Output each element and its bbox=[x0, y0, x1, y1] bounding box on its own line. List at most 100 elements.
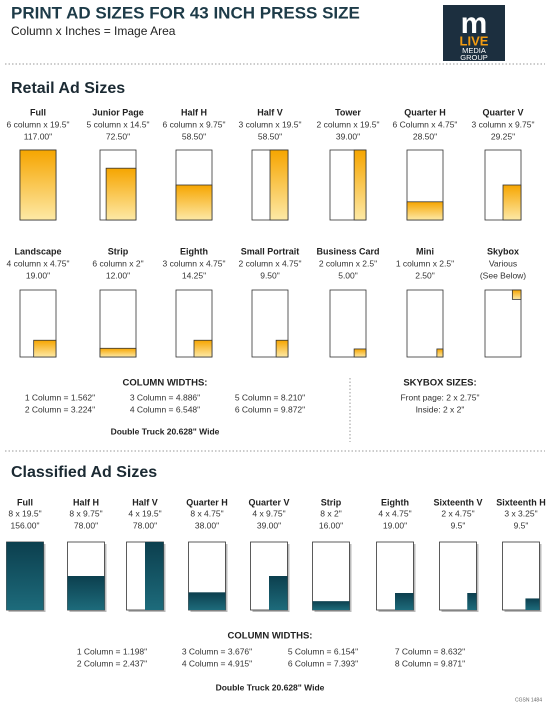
ad-spec: 4 x 9.75" bbox=[252, 508, 285, 518]
section-heading: Classified Ad Sizes bbox=[11, 464, 157, 481]
ad-area: 58.50" bbox=[258, 131, 282, 141]
ad-fill bbox=[269, 576, 288, 610]
ad-spec: 1 column x 2.5" bbox=[396, 258, 454, 268]
ad-name: Full bbox=[17, 497, 33, 507]
ad-fill bbox=[502, 184, 522, 221]
ad-fill bbox=[175, 184, 213, 221]
ad-spec: 4 column x 4.75" bbox=[6, 258, 69, 268]
ad-spec: 3 x 3.25" bbox=[504, 508, 537, 518]
ad-spec: 4 x 4.75" bbox=[378, 508, 411, 518]
ad-area: 78.00" bbox=[74, 520, 98, 530]
ad-spec: 2 column x 2.5" bbox=[319, 258, 377, 268]
ad-name: Quarter H bbox=[186, 497, 228, 507]
ad-spec: 6 column x 2" bbox=[92, 258, 143, 268]
ad-name: Sixteenth V bbox=[433, 497, 482, 507]
ad-area: 117.00" bbox=[24, 131, 52, 141]
ad-name: Small Portrait bbox=[241, 246, 300, 256]
column-width: 5 Column = 6.154" bbox=[288, 646, 358, 656]
ad-spec: 6 column x 19.5" bbox=[6, 119, 69, 129]
ad-area: 156.00" bbox=[10, 520, 39, 530]
logo-live: LIVE bbox=[460, 33, 489, 48]
ad-spec: 8 x 2" bbox=[320, 508, 341, 518]
ad-area: 72.50" bbox=[106, 131, 130, 141]
ad-spec: 8 x 19.5" bbox=[8, 508, 41, 518]
ad-name: Strip bbox=[321, 497, 342, 507]
ad-name: Tower bbox=[335, 107, 361, 117]
double-truck: Double Truck 20.628" Wide bbox=[216, 682, 325, 692]
ad-fill bbox=[193, 339, 213, 358]
ad-name: Skybox bbox=[487, 246, 519, 256]
ad-spec: 3 column x 19.5" bbox=[238, 119, 301, 129]
ad-area: 14.25" bbox=[182, 270, 206, 280]
ad-spec: 6 Column x 4.75" bbox=[393, 119, 458, 129]
column-width: 8 Column = 9.871" bbox=[395, 658, 465, 668]
footer-code: CGSN 1484 bbox=[515, 697, 542, 703]
ad-fill bbox=[105, 167, 137, 221]
ad-fill bbox=[67, 576, 105, 610]
ad-spec: 8 x 9.75" bbox=[69, 508, 102, 518]
ad-area: (See Below) bbox=[480, 270, 526, 280]
ad-name: Strip bbox=[108, 246, 129, 256]
column-width: 6 Column = 9.872" bbox=[235, 404, 305, 414]
ad-name: Business Card bbox=[316, 246, 379, 256]
ad-fill bbox=[188, 592, 226, 610]
ad-spec: 3 column x 4.75" bbox=[162, 258, 225, 268]
ad-area: 39.00" bbox=[257, 520, 281, 530]
ad-name: Half H bbox=[181, 107, 207, 117]
ad-spec: 2 x 4.75" bbox=[441, 508, 474, 518]
column-width: 2 Column = 3.224" bbox=[25, 404, 95, 414]
ad-area: 2.50" bbox=[415, 270, 435, 280]
ad-area: 12.00" bbox=[106, 270, 130, 280]
ad-name: Quarter H bbox=[404, 107, 446, 117]
ad-box bbox=[484, 289, 522, 358]
ad-fill bbox=[19, 149, 57, 221]
column-width: 1 Column = 1.562" bbox=[25, 392, 95, 402]
ad-area: 9.50" bbox=[260, 270, 280, 280]
ad-spec: 3 column x 9.75" bbox=[471, 119, 534, 129]
ad-fill bbox=[33, 339, 57, 358]
skybox-size: Inside: 2 x 2" bbox=[416, 404, 465, 414]
ad-name: Eighth bbox=[180, 246, 208, 256]
column-widths-heading: COLUMN WIDTHS: bbox=[123, 378, 208, 389]
column-width: 4 Column = 6.548" bbox=[130, 404, 200, 414]
column-width: 4 Column = 4.915" bbox=[182, 658, 252, 668]
ad-name: Half V bbox=[257, 107, 283, 117]
ad-fill bbox=[467, 593, 477, 610]
ad-area: 78.00" bbox=[133, 520, 157, 530]
title: PRINT AD SIZES FOR 43 INCH PRESS SIZE bbox=[11, 3, 360, 22]
ad-fill bbox=[6, 542, 44, 610]
ad-area: 5.00" bbox=[338, 270, 358, 280]
ad-fill bbox=[275, 339, 289, 358]
ad-fill bbox=[312, 601, 350, 610]
ad-box bbox=[99, 289, 137, 358]
ad-area: 19.00" bbox=[26, 270, 50, 280]
ad-area: 9.5" bbox=[451, 520, 466, 530]
column-width: 1 Column = 1.198" bbox=[77, 646, 147, 656]
ad-fill bbox=[353, 348, 367, 358]
ad-fill bbox=[406, 201, 444, 221]
ad-spec: 6 column x 9.75" bbox=[162, 119, 225, 129]
ad-area: 28.50" bbox=[413, 131, 437, 141]
column-width: 3 Column = 3.676" bbox=[182, 646, 252, 656]
ad-box bbox=[329, 289, 367, 358]
ad-box bbox=[312, 541, 350, 611]
ad-fill bbox=[99, 347, 137, 358]
ad-name: Full bbox=[30, 107, 46, 117]
column-width: 7 Column = 8.632" bbox=[395, 646, 465, 656]
ad-name: Landscape bbox=[14, 246, 61, 256]
ad-fill bbox=[269, 149, 289, 221]
ad-fill bbox=[436, 348, 444, 358]
column-width: 2 Column = 2.437" bbox=[77, 658, 147, 668]
ad-area: 38.00" bbox=[195, 520, 219, 530]
ad-fill bbox=[395, 593, 414, 610]
column-widths-heading: COLUMN WIDTHS: bbox=[228, 631, 313, 642]
ad-fill bbox=[525, 598, 540, 610]
skybox-heading: SKYBOX SIZES: bbox=[403, 378, 476, 389]
ad-fill bbox=[511, 289, 522, 300]
ad-spec: 8 x 4.75" bbox=[190, 508, 223, 518]
ad-name: Quarter V bbox=[248, 497, 289, 507]
ad-fill bbox=[145, 542, 164, 610]
ad-name: Junior Page bbox=[92, 107, 144, 117]
ad-name: Mini bbox=[416, 246, 434, 256]
